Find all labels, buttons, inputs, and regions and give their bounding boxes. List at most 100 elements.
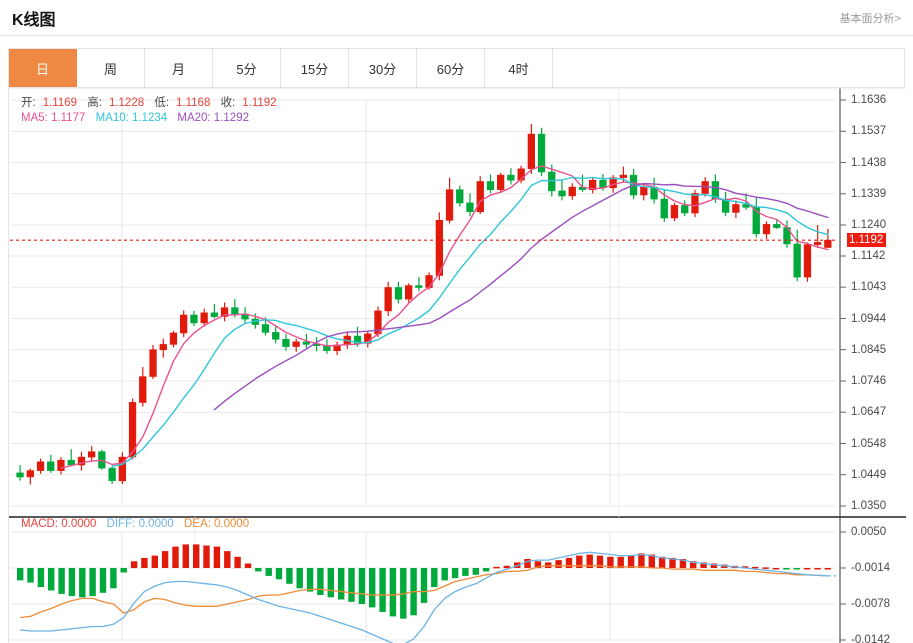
macd-hist-bar xyxy=(203,545,210,568)
macd-hist-bar xyxy=(824,568,831,570)
macd-tick-label-1: -0.0014 xyxy=(851,562,891,574)
ma5-line xyxy=(60,165,829,469)
price-tick-label-11: 1.0548 xyxy=(851,437,887,450)
tabbar-filler xyxy=(553,49,904,87)
macd-hist-bar xyxy=(783,568,790,570)
tab-0[interactable]: 日 xyxy=(9,49,77,87)
macd-hist-bar xyxy=(255,568,262,572)
candle-body xyxy=(813,242,822,245)
macd-hist-bar xyxy=(772,568,780,570)
candle-body xyxy=(220,307,229,317)
macd-hist-bar xyxy=(431,568,438,588)
candle-body xyxy=(456,189,464,204)
macd-hist-bar xyxy=(89,568,96,597)
macd-hist-bar xyxy=(565,557,573,568)
candle-body xyxy=(394,287,403,300)
price-tick-label-3: 1.1339 xyxy=(851,187,887,200)
macd-hist-bar xyxy=(110,568,117,589)
tab-6[interactable]: 60分 xyxy=(417,49,485,87)
diff-line xyxy=(20,551,828,643)
macd-hist-bar xyxy=(244,563,252,568)
tab-4[interactable]: 15分 xyxy=(281,49,349,87)
macd-hist-bar xyxy=(369,568,376,608)
candle-body xyxy=(568,186,576,197)
candle-body xyxy=(803,244,812,278)
candle-body xyxy=(292,341,300,347)
price-tick-label-6: 1.1043 xyxy=(851,281,887,294)
macd-hist-bar xyxy=(379,568,386,612)
macd-hist-bar xyxy=(182,544,189,568)
macd-hist-bar xyxy=(286,568,293,584)
candle-body xyxy=(210,312,218,317)
candle-body xyxy=(660,198,668,219)
macd-hist-bar xyxy=(503,565,510,569)
candle-body xyxy=(88,451,96,458)
macd-tick-label-0: 0.0050 xyxy=(851,526,887,538)
fundamental-analysis-link[interactable]: 基本面分析> xyxy=(839,12,901,25)
tab-1[interactable]: 周 xyxy=(77,49,145,87)
candle-body xyxy=(762,224,771,235)
macd-hist-bar xyxy=(358,568,366,604)
price-tick-label-4: 1.1240 xyxy=(851,219,887,231)
macd-hist-bar xyxy=(389,568,397,617)
price-tick-label-9: 1.0746 xyxy=(851,375,887,387)
candle-body xyxy=(466,202,474,213)
macd-hist-bar xyxy=(48,568,55,591)
macd-hist-bar xyxy=(493,566,500,569)
candle-body xyxy=(139,376,147,403)
candle-body xyxy=(16,472,24,478)
macd-hist-bar xyxy=(576,555,583,568)
macd-hist-bar xyxy=(803,568,811,570)
candle-body xyxy=(36,461,45,471)
macd-hist-bar xyxy=(213,546,221,568)
candle-body xyxy=(670,205,679,219)
macd-hist-bar xyxy=(710,563,718,568)
macd-hist-bar xyxy=(534,561,542,569)
macd-hist-bar xyxy=(627,555,635,568)
candle-body xyxy=(435,220,443,276)
candle-body xyxy=(496,174,505,190)
candle-body xyxy=(793,243,801,278)
macd-hist-bar xyxy=(151,555,158,568)
macd-hist-bar xyxy=(327,568,334,598)
tab-7[interactable]: 4时 xyxy=(485,49,553,87)
macd-hist-bar xyxy=(793,568,800,570)
candle-body xyxy=(159,344,167,351)
tab-3[interactable]: 5分 xyxy=(213,49,281,87)
macd-hist-bar xyxy=(762,567,769,569)
macd-hist-bar xyxy=(420,568,428,603)
candle-body xyxy=(609,177,617,189)
macd-hist-bar xyxy=(690,561,697,569)
candle-body xyxy=(47,461,55,471)
macd-hist-bar xyxy=(814,568,821,570)
candle-body xyxy=(486,181,495,190)
macd-hist-bar xyxy=(679,559,687,568)
chart-container[interactable]: 开: 1.1169 高: 1.1228 低: 1.1168 收: 1.1192 MA5:… xyxy=(8,88,906,643)
macd-hist-bar xyxy=(265,568,272,576)
candle-body xyxy=(691,193,699,214)
candle-body xyxy=(415,285,423,288)
price-tick-label-5: 1.1142 xyxy=(851,250,886,262)
candle-body xyxy=(558,190,566,197)
macd-hist-bar xyxy=(37,568,45,588)
kline-chart-svg[interactable] xyxy=(9,88,906,643)
macd-hist-bar xyxy=(79,568,86,598)
tab-2[interactable]: 月 xyxy=(145,49,213,87)
ma10-line xyxy=(111,176,829,467)
candle-body xyxy=(180,314,188,334)
dea-line xyxy=(20,565,828,619)
macd-hist-bar xyxy=(741,566,749,568)
macd-hist-bar xyxy=(555,560,562,568)
candle-body xyxy=(67,459,75,466)
candle-body xyxy=(640,186,648,196)
macd-hist-bar xyxy=(130,561,138,569)
candle-body xyxy=(108,467,116,482)
price-tick-label-2: 1.1438 xyxy=(851,156,887,169)
current-price-label: 1.1192 xyxy=(847,233,887,248)
price-tick-label-13: 1.0350 xyxy=(851,500,887,512)
tab-5[interactable]: 30分 xyxy=(349,49,417,87)
macd-hist-bar xyxy=(296,568,303,589)
candle-body xyxy=(527,133,535,170)
candle-body xyxy=(384,287,392,312)
candle-body xyxy=(537,133,546,173)
